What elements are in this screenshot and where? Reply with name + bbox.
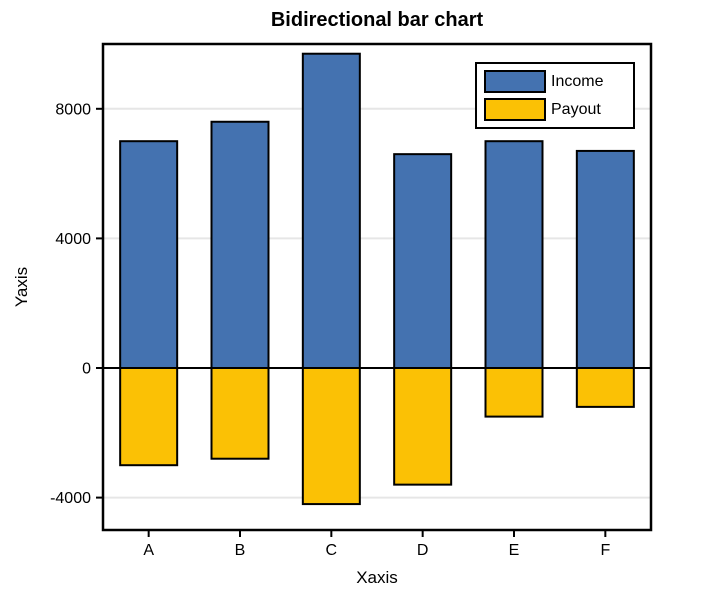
chart-title: Bidirectional bar chart — [270, 9, 484, 31]
x-tick-label-E: E — [509, 542, 520, 559]
legend-entry-income: Income — [484, 70, 626, 93]
legend-entry-payout: Payout — [484, 98, 626, 121]
income-bar-F — [575, 149, 635, 369]
income-bar-D — [393, 153, 453, 369]
payout-bar-A — [119, 367, 179, 467]
x-tick-label-A: A — [143, 542, 154, 559]
legend-label-income: Income — [551, 72, 604, 90]
y-tick-label-0: 0 — [82, 361, 91, 378]
x-tick-label-F: F — [600, 542, 610, 559]
x-tick-label-B: B — [235, 542, 246, 559]
x-tick-label-C: C — [326, 542, 338, 559]
y-axis-label: Yaxis — [12, 266, 31, 308]
payout-bar-F — [575, 367, 635, 408]
income-bar-E — [484, 140, 544, 369]
income-bar-B — [210, 120, 270, 370]
y-tick-label-4000: 4000 — [55, 231, 91, 248]
y-tick-label-8000: 8000 — [55, 101, 91, 118]
payout-bar-E — [484, 367, 544, 418]
payout-bar-B — [210, 367, 270, 460]
x-tick-label-D: D — [417, 542, 429, 559]
income-bar-C — [301, 52, 361, 369]
legend-label-payout: Payout — [551, 100, 601, 118]
legend-swatch-payout — [484, 98, 546, 121]
payout-bar-C — [301, 367, 361, 506]
x-axis-label: Xaxis — [356, 568, 398, 587]
plot-border — [101, 42, 653, 532]
payout-bar-D — [393, 367, 453, 486]
legend: Income Payout — [475, 62, 635, 129]
legend-swatch-income — [484, 70, 546, 93]
income-bar-A — [119, 140, 179, 369]
y-tick-label--4000: -4000 — [50, 490, 91, 507]
